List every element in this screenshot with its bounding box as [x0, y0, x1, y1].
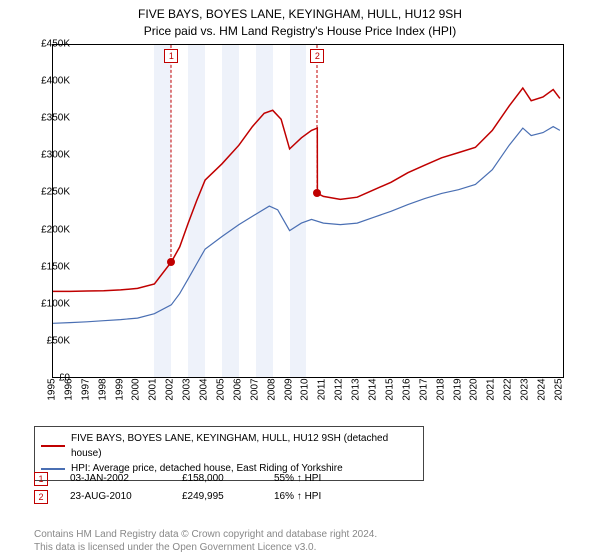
sale-dot-2	[313, 189, 321, 197]
x-tick-label: 2016	[401, 378, 412, 400]
y-tick-label: £100K	[41, 298, 70, 309]
x-tick-label: 2017	[418, 378, 429, 400]
y-tick-label: £300K	[41, 150, 70, 161]
sale-dot-1	[167, 258, 175, 266]
y-tick-label: £50K	[47, 335, 70, 346]
x-tick-label: 2001	[148, 378, 159, 400]
x-tick-label: 2015	[384, 378, 395, 400]
y-tick-label: £250K	[41, 187, 70, 198]
x-tick-label: 2007	[249, 378, 260, 400]
chart-container: FIVE BAYS, BOYES LANE, KEYINGHAM, HULL, …	[0, 0, 600, 560]
sale-marker-2: 2	[34, 490, 48, 504]
x-tick-label: 1999	[114, 378, 125, 400]
plot-area: 12	[52, 44, 564, 378]
footer: Contains HM Land Registry data © Crown c…	[34, 528, 377, 554]
x-tick-label: 2000	[131, 378, 142, 400]
x-tick-label: 2018	[435, 378, 446, 400]
x-tick-label: 2023	[520, 378, 531, 400]
x-tick-label: 2002	[165, 378, 176, 400]
y-tick-label: £400K	[41, 76, 70, 87]
sale-marker-1: 1	[34, 472, 48, 486]
sale-price-2: £249,995	[182, 488, 252, 506]
x-tick-label: 2019	[452, 378, 463, 400]
y-tick-label: £150K	[41, 261, 70, 272]
y-tick-label: £350K	[41, 113, 70, 124]
x-tick-label: 1997	[80, 378, 91, 400]
sale-marker-num-1: 1	[38, 471, 43, 487]
title-line-1: FIVE BAYS, BOYES LANE, KEYINGHAM, HULL, …	[0, 6, 600, 23]
chart-area: 12 £0£50K£100K£150K£200K£250K£300K£350K£…	[34, 44, 590, 404]
y-tick-label: £450K	[41, 39, 70, 50]
legend-label-price: FIVE BAYS, BOYES LANE, KEYINGHAM, HULL, …	[71, 431, 417, 461]
x-tick-label: 2013	[351, 378, 362, 400]
sale-marker-num-2: 2	[38, 489, 43, 505]
x-tick-label: 2011	[317, 379, 328, 401]
legend-swatch-price	[41, 445, 65, 447]
sale-price-1: £158,000	[182, 470, 252, 488]
series-line-hpi	[53, 127, 560, 324]
x-tick-label: 1996	[63, 378, 74, 400]
sales-table: 1 03-JAN-2002 £158,000 55% ↑ HPI 2 23-AU…	[34, 470, 354, 506]
x-tick-label: 2004	[199, 378, 210, 400]
sales-row-1: 1 03-JAN-2002 £158,000 55% ↑ HPI	[34, 470, 354, 488]
plot-svg	[53, 45, 565, 379]
sale-flag-1: 1	[164, 49, 178, 63]
series-line-price_paid	[53, 88, 560, 291]
footer-line-2: This data is licensed under the Open Gov…	[34, 541, 377, 554]
sale-pct-2: 16% ↑ HPI	[274, 488, 354, 506]
sale-flag-line-2	[317, 45, 318, 193]
x-tick-label: 2022	[503, 378, 514, 400]
x-tick-label: 2012	[334, 378, 345, 400]
x-tick-label: 2021	[486, 378, 497, 400]
title-line-2: Price paid vs. HM Land Registry's House …	[0, 23, 600, 40]
x-tick-label: 2008	[266, 378, 277, 400]
x-tick-label: 2005	[215, 378, 226, 400]
x-tick-label: 2024	[537, 378, 548, 400]
x-tick-label: 1998	[97, 378, 108, 400]
x-tick-label: 1995	[47, 378, 58, 400]
x-tick-label: 2009	[283, 378, 294, 400]
sale-pct-1: 55% ↑ HPI	[274, 470, 354, 488]
sale-flag-2: 2	[310, 49, 324, 63]
x-tick-label: 2010	[300, 378, 311, 400]
x-tick-label: 2025	[553, 378, 564, 400]
x-tick-label: 2020	[469, 378, 480, 400]
sale-date-2: 23-AUG-2010	[70, 488, 160, 506]
x-tick-label: 2006	[232, 378, 243, 400]
sales-row-2: 2 23-AUG-2010 £249,995 16% ↑ HPI	[34, 488, 354, 506]
x-tick-label: 2014	[368, 378, 379, 400]
sale-flag-line-1	[171, 45, 172, 262]
x-tick-label: 2003	[182, 378, 193, 400]
sale-date-1: 03-JAN-2002	[70, 470, 160, 488]
footer-line-1: Contains HM Land Registry data © Crown c…	[34, 528, 377, 541]
y-tick-label: £200K	[41, 224, 70, 235]
title-block: FIVE BAYS, BOYES LANE, KEYINGHAM, HULL, …	[0, 0, 600, 40]
legend-item-1: FIVE BAYS, BOYES LANE, KEYINGHAM, HULL, …	[41, 431, 417, 461]
